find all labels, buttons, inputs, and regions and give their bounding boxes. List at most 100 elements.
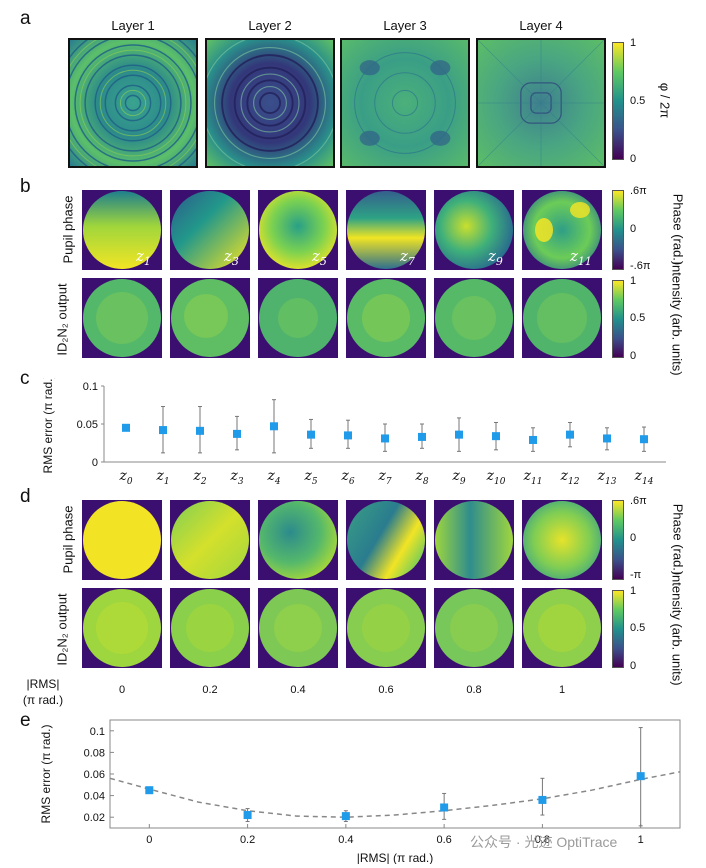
data-point xyxy=(344,431,352,440)
data-point xyxy=(233,429,241,438)
layer-1-phase-mask xyxy=(68,38,198,168)
colorbar-intensity-d-tick-top: 1 xyxy=(630,585,637,597)
row-label-pupil-phase-d: Pupil phase xyxy=(60,505,76,574)
zernike-label-z1: z1 xyxy=(136,247,151,268)
colorbar-a-tick-1: 1 xyxy=(630,37,637,49)
zernike-label-z5: z5 xyxy=(312,247,327,268)
data-point xyxy=(636,772,645,781)
colorbar-intensity-b-tick-bottom: 0 xyxy=(630,350,637,362)
rms-value-02: 0.2 xyxy=(202,684,218,696)
data-point xyxy=(529,435,537,444)
y-tick-label: 0.05 xyxy=(77,419,98,431)
x-tick-label: z12 xyxy=(560,468,580,487)
x-tick-label: z14 xyxy=(634,468,654,487)
colorbar-intensity-b xyxy=(612,280,624,358)
colorbar-intensity-b-tick-mid: 0.5 xyxy=(630,312,646,324)
pupil-phase-rms-02 xyxy=(170,500,250,580)
plot-frame xyxy=(109,719,681,829)
panel-letter-c: c xyxy=(20,368,30,389)
row-label-pupil-phase-b: Pupil phase xyxy=(60,195,76,264)
x-tick-label: 1 xyxy=(638,834,644,846)
data-point xyxy=(440,803,449,812)
x-tick-label: z1 xyxy=(155,468,169,487)
x-tick-label: z3 xyxy=(229,468,243,487)
pupil-phase-rms-06 xyxy=(346,500,426,580)
layer-title-4: Layer 4 xyxy=(519,18,563,33)
x-tick-label: z4 xyxy=(266,468,280,487)
colorbar-intensity-d-title: Intensity (arb. units) xyxy=(669,571,685,686)
output-intensity-rms-06 xyxy=(346,588,426,668)
y-tick-label: 0.04 xyxy=(84,791,105,803)
y-tick-label: 0.02 xyxy=(84,812,105,824)
x-tick-label: 0.6 xyxy=(436,834,451,846)
x-tick-label: z10 xyxy=(486,468,506,487)
output-intensity-z3 xyxy=(170,278,250,358)
pupil-phase-z11 xyxy=(522,190,602,270)
x-tick-label: 0.2 xyxy=(240,834,255,846)
output-intensity-z5 xyxy=(258,278,338,358)
row-label-output-b: ID₂N₂ output xyxy=(54,283,70,356)
data-point xyxy=(566,430,574,439)
colorbar-intensity-d xyxy=(612,590,624,668)
pupil-phase-rms-04 xyxy=(258,500,338,580)
rms-value-04: 0.4 xyxy=(290,684,306,696)
pupil-phase-z1 xyxy=(82,190,162,270)
chart-e-rms-error-vs-rms: 0.02 0.04 0.06 0.08 0.1 0 0.2 0.4 0.6 0.8 1 |RMS| (… xyxy=(39,719,681,864)
zernike-label-z7: z7 xyxy=(400,247,415,268)
output-intensity-z9 xyxy=(434,278,514,358)
data-point xyxy=(640,435,648,444)
fit-curve xyxy=(109,771,681,818)
colorbar-a-tick-0: 0 xyxy=(630,153,637,165)
colorbar-intensity-d-tick-mid: 0.5 xyxy=(630,622,646,634)
pupil-phase-rms-0 xyxy=(82,500,162,580)
colorbar-phase-b-tick-bottom: -.6π xyxy=(630,260,651,272)
y-tick-label: 0.1 xyxy=(90,726,105,738)
output-intensity-rms-04 xyxy=(258,588,338,668)
data-point xyxy=(603,434,611,443)
x-tick-label: z11 xyxy=(523,468,543,487)
data-point xyxy=(418,432,426,441)
pupil-phase-z3 xyxy=(170,190,250,270)
x-tick-label: 0.8 xyxy=(535,834,550,846)
panel-letter-b: b xyxy=(20,176,31,197)
watermark: 公众号 · 光迹 OptiTrace xyxy=(470,834,618,850)
output-intensity-rms-0 xyxy=(82,588,162,668)
y-tick-label: 0 xyxy=(92,457,98,469)
panel-letter-a: a xyxy=(20,8,31,29)
y-tick-label: 0.1 xyxy=(83,381,98,393)
x-tick-label: 0.4 xyxy=(338,834,353,846)
layer-title-1: Layer 1 xyxy=(111,18,155,33)
rms-row-label: |RMS| (π rad.) xyxy=(22,677,64,707)
colorbar-phase-b-tick-top: .6π xyxy=(630,185,647,197)
zernike-label-z11: z11 xyxy=(570,247,592,268)
y-tick-label: 0.06 xyxy=(84,769,105,781)
data-point xyxy=(270,422,278,431)
colorbar-phase-d xyxy=(612,500,624,580)
data-point xyxy=(145,786,154,795)
colorbar-intensity-b-tick-top: 1 xyxy=(630,275,637,287)
output-intensity-rms-08 xyxy=(434,588,514,668)
layer-title-3: Layer 3 xyxy=(383,18,427,33)
colorbar-phase-d-tick-top: .6π xyxy=(630,495,647,507)
y-axis-label: RMS error (π rad.) xyxy=(39,725,53,824)
pupil-phase-rms-08 xyxy=(434,500,514,580)
pupil-phase-z7 xyxy=(346,190,426,270)
colorbar-phase-b-tick-mid: 0 xyxy=(630,223,637,235)
colorbar-panel-a xyxy=(612,42,624,160)
colorbar-phase-d-tick-mid: 0 xyxy=(630,532,637,544)
x-tick-label: z2 xyxy=(192,468,206,487)
x-tick-label: z13 xyxy=(597,468,617,487)
row-label-output-d: ID₂N₂ output xyxy=(54,593,70,666)
output-intensity-z1 xyxy=(82,278,162,358)
pupil-phase-z9 xyxy=(434,190,514,270)
output-intensity-z11 xyxy=(522,278,602,358)
rms-value-1: 1 xyxy=(558,684,566,696)
data-point xyxy=(159,426,167,435)
output-intensity-z7 xyxy=(346,278,426,358)
y-tick-label: 0.08 xyxy=(84,747,105,759)
data-point xyxy=(196,426,204,435)
zernike-label-z3: z3 xyxy=(224,247,239,268)
panel-letter-d: d xyxy=(20,486,31,507)
colorbar-a-title: φ / 2π xyxy=(657,82,673,119)
layer-title-2: Layer 2 xyxy=(248,18,292,33)
